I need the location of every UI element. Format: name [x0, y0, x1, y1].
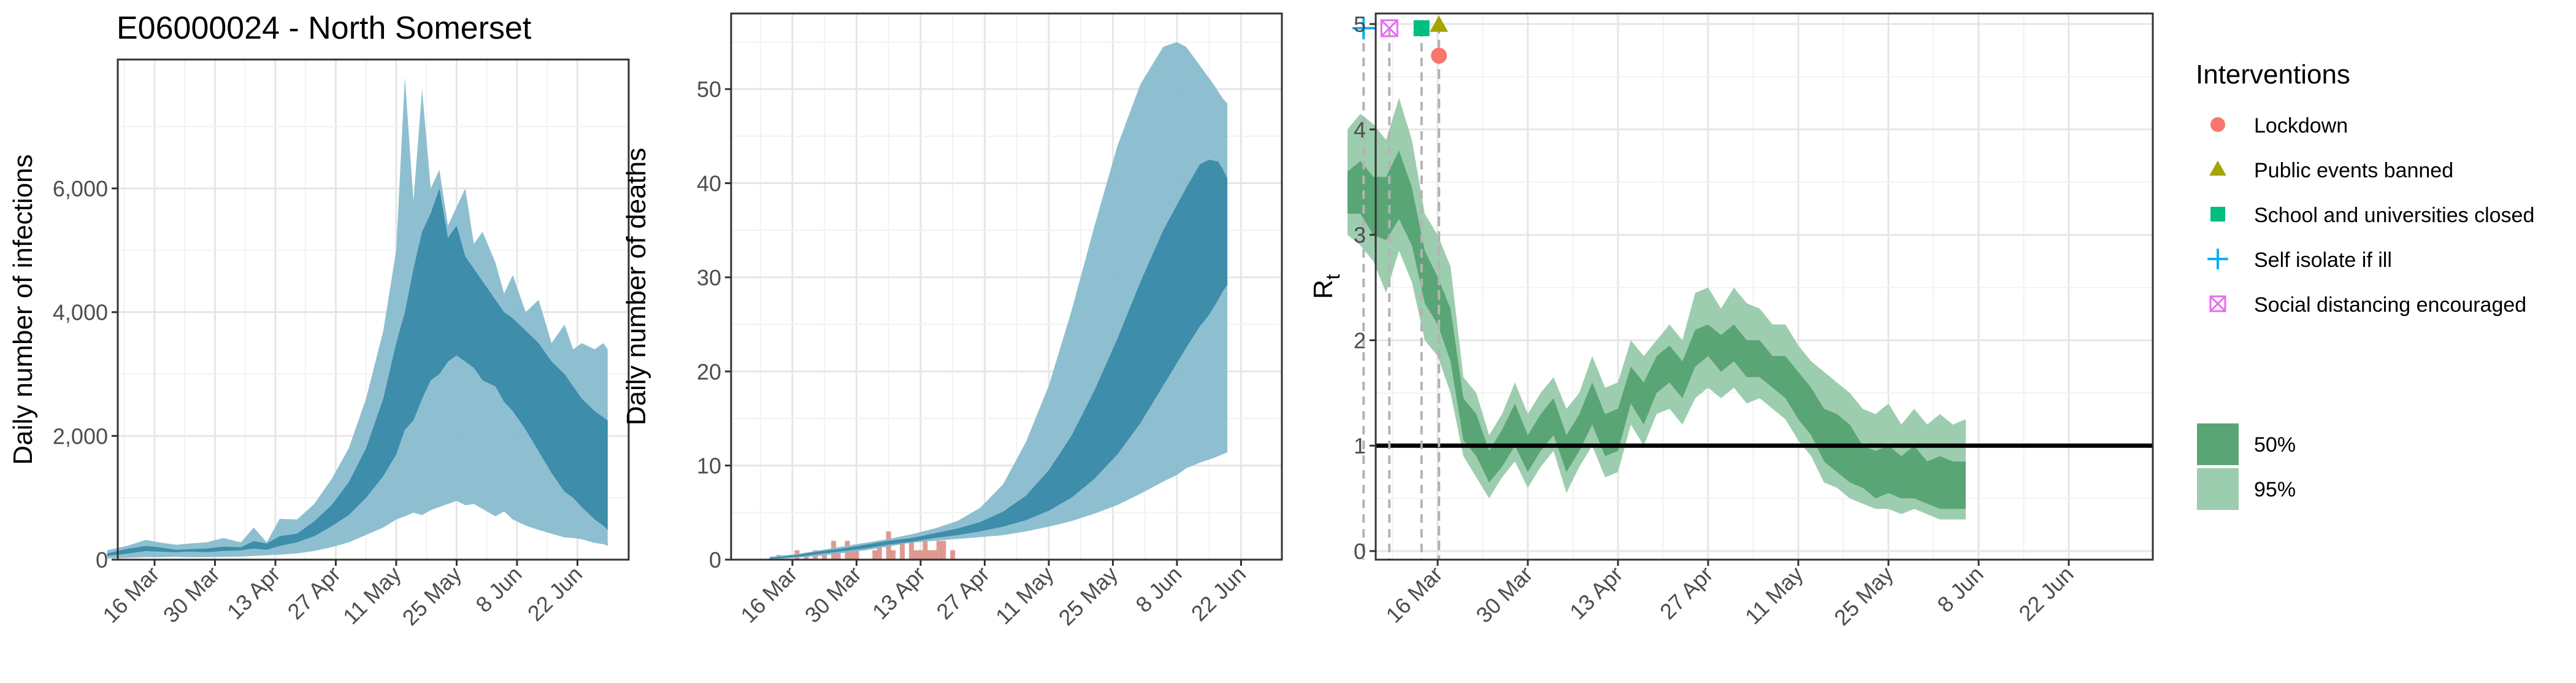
- y-tick-label: 4,000: [53, 300, 108, 325]
- x-tick-label: 13 Apr: [867, 561, 930, 625]
- schools-marker: [1413, 20, 1430, 37]
- x-tick-label: 8 Jun: [1130, 561, 1186, 617]
- y-tick-label: 0: [96, 547, 108, 573]
- legend-band-label: 50%: [2254, 433, 2296, 457]
- y-tick-label: 50: [697, 77, 721, 102]
- plot-border: [117, 58, 630, 561]
- schools-marker: [2210, 207, 2225, 222]
- observed-death-bar: [922, 541, 928, 560]
- observed-death-bar: [891, 550, 896, 560]
- band-95: [107, 77, 608, 558]
- x-tick-label: 27 Apr: [932, 561, 995, 625]
- observed-death-bar: [854, 545, 859, 560]
- legend-label: Social distancing encouraged: [2254, 293, 2526, 317]
- x-tick-label: 16 Mar: [735, 561, 802, 628]
- social-distancing-marker: [2209, 295, 2226, 312]
- x-tick-label: 25 May: [1829, 561, 1898, 630]
- x-tick-label: 11 May: [338, 561, 406, 630]
- legend: Interventions Lockdown Public events banne…: [2196, 60, 2534, 510]
- observed-death-bar: [822, 555, 827, 560]
- social-distancing-marker: [1380, 19, 1398, 37]
- x-tick-label: 25 May: [397, 561, 466, 630]
- y-tick-label: 10: [697, 453, 721, 479]
- x-tick-label: 8 Jun: [1932, 561, 1988, 617]
- y-tick-label: 6,000: [53, 176, 108, 201]
- plot-border: [1374, 12, 2154, 561]
- band-50: [107, 188, 608, 556]
- y-tick-label: 0: [1354, 539, 1366, 564]
- y-axis-title: Rt: [1308, 274, 1344, 299]
- legend-label: School and universities closed: [2254, 204, 2534, 227]
- legend-label: Lockdown: [2254, 114, 2348, 137]
- observed-death-bar: [927, 550, 932, 560]
- y-axis-title: Daily number of deaths: [621, 148, 651, 425]
- x-tick-label: 27 Apr: [1655, 561, 1718, 625]
- x-tick-label: 30 Mar: [158, 561, 224, 628]
- observed-death-bar: [932, 550, 937, 560]
- social-distancing-marker: [2209, 295, 2226, 312]
- y-tick-label: 30: [697, 265, 721, 290]
- y-tick-label: 5: [1354, 12, 1366, 37]
- y-tick-label: 2,000: [53, 423, 108, 449]
- observed-death-bar: [941, 541, 946, 560]
- observed-death-bar: [950, 550, 956, 560]
- x-tick-label: 8 Jun: [470, 561, 526, 617]
- x-tick-label: 13 Apr: [222, 561, 285, 625]
- observed-death-bar: [849, 550, 855, 560]
- y-axis-title: Daily number of infections: [8, 154, 38, 465]
- y-tick-label: 20: [697, 359, 721, 384]
- y-tick-label: 0: [709, 547, 721, 573]
- y-tick-label: 3: [1354, 223, 1366, 248]
- observed-death-bar: [876, 541, 882, 560]
- observed-death-bar: [909, 541, 914, 560]
- legend-band-swatch: [2197, 468, 2239, 510]
- observed-death-bar: [872, 550, 878, 560]
- y-tick-label: 4: [1354, 117, 1366, 142]
- x-tick-label: 30 Mar: [800, 561, 866, 628]
- x-tick-label: 30 Mar: [1471, 561, 1537, 628]
- panel-3: 0 1 2 3 4 5 16 Mar 30 Mar 13 Apr 27 Apr 11 May 25 M…: [1308, 12, 2154, 630]
- legend-label: Public events banned: [2254, 159, 2453, 182]
- x-tick-label: 16 Mar: [1381, 561, 1447, 628]
- observed-death-bar: [803, 555, 809, 560]
- observed-death-bar: [918, 550, 923, 560]
- public-events-marker: [2209, 160, 2226, 176]
- lockdown-marker: [1431, 47, 1447, 64]
- legend-band-label: 95%: [2254, 478, 2296, 501]
- band-50: [769, 160, 1228, 559]
- observed-death-bar: [936, 541, 941, 560]
- x-tick-label: 11 May: [991, 561, 1059, 630]
- y-tick-label: 2: [1354, 328, 1366, 353]
- y-tick-label: 40: [697, 171, 721, 196]
- y-tick-label: 1: [1354, 433, 1366, 458]
- x-tick-label: 11 May: [1740, 561, 1808, 630]
- band-50: [1347, 150, 1966, 509]
- x-tick-label: 13 Apr: [1565, 561, 1628, 625]
- plot-border: [730, 12, 1283, 561]
- intervention-markers: [1352, 15, 1449, 560]
- observed-death-bar: [913, 550, 919, 560]
- x-tick-label: 25 May: [1054, 561, 1122, 630]
- chart-title: E06000024 - North Somerset: [117, 10, 532, 46]
- legend-title: Interventions: [2196, 60, 2350, 90]
- x-tick-label: 27 Apr: [283, 561, 346, 625]
- public-events-marker: [1430, 15, 1449, 32]
- x-tick-label: 22 Jun: [523, 561, 587, 626]
- legend-band-swatch: [2197, 423, 2239, 465]
- lockdown-marker: [2210, 117, 2225, 132]
- social-distancing-marker: [1381, 19, 1398, 37]
- x-tick-label: 22 Jun: [2014, 561, 2078, 626]
- x-tick-label: 22 Jun: [1186, 561, 1251, 626]
- observed-death-bar: [835, 550, 841, 560]
- legend-label: Self isolate if ill: [2254, 249, 2392, 272]
- observed-death-bar: [900, 541, 905, 560]
